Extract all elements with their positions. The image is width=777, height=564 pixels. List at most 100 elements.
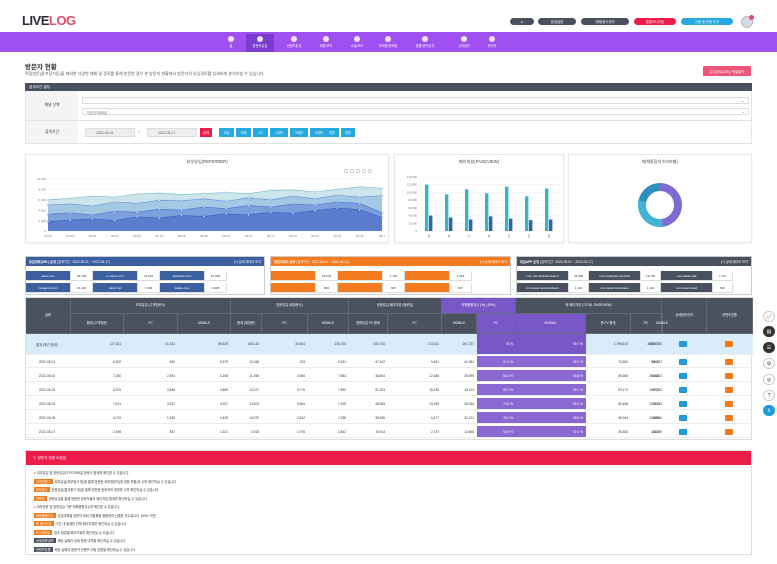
flow-icon[interactable]: [724, 386, 733, 393]
x-tick-label: 금: [508, 234, 511, 238]
nav-integrated[interactable]: 통합/관리분석: [411, 34, 439, 52]
detail-visit-button[interactable]: [662, 412, 707, 423]
detail-icon[interactable]: [679, 341, 687, 347]
linked-tools-button[interactable]: 사용 중 연동 도구: [681, 18, 733, 25]
integrated-monitoring-button[interactable]: 통합모니터링: [634, 18, 676, 25]
content-flow-button[interactable]: [707, 412, 753, 423]
list-icon[interactable]: ☰: [763, 342, 775, 353]
rank-name[interactable]: [271, 271, 316, 281]
detail-visit-button[interactable]: [662, 426, 707, 437]
detail-icon[interactable]: [679, 372, 687, 379]
quick-yesterday[interactable]: 어제: [236, 128, 251, 137]
flow-icon[interactable]: [724, 358, 733, 365]
row-value: 2,498: [113, 429, 121, 434]
quick-1week[interactable]: 1주: [253, 128, 268, 137]
chart-icon[interactable]: 📈: [763, 311, 775, 322]
detail-visit-button[interactable]: [662, 398, 707, 409]
visitor-stats-table: 날짜 외부유입 (고객방문수) 방문유입 (재방문수) 방문유입 페이지뷰 (방문뷰)…: [25, 297, 753, 440]
detail-icon[interactable]: [679, 400, 687, 407]
url-rank-header: 유입경로(URL) 순위 (검색기간 : 2022-05-01 ~ 2022-0…: [26, 257, 264, 266]
keyword-more-link[interactable]: (+) 상세 데이터 보기: [479, 260, 507, 264]
detail-icon[interactable]: [679, 428, 687, 435]
row-value: 11,888: [649, 415, 659, 420]
rank-name[interactable]: kakao.com: [160, 283, 205, 293]
avatar[interactable]: [741, 15, 754, 28]
rank-name[interactable]: com.facebook.katana: [589, 283, 641, 293]
detail-visit-button[interactable]: [662, 334, 707, 354]
row-value: 4,889: [220, 387, 228, 392]
detail-icon[interactable]: [679, 414, 687, 421]
detail-visit-button[interactable]: [662, 356, 707, 367]
rank-name[interactable]: [405, 283, 450, 293]
rank-name[interactable]: m.naver.com: [93, 271, 138, 281]
detail-icon[interactable]: [679, 386, 687, 393]
channel-select[interactable]: ⌄: [82, 97, 749, 104]
pan-icon[interactable]: [356, 168, 361, 173]
content-flow-button[interactable]: [707, 426, 753, 437]
rank-name[interactable]: [405, 271, 450, 281]
nav-support[interactable]: 고객센터: [450, 34, 478, 52]
help-icon[interactable]: ?: [763, 390, 775, 401]
nav-member[interactable]: 회원/코드: [312, 34, 340, 52]
quick-this-month[interactable]: 당월: [341, 128, 355, 137]
nav-home[interactable]: 홈: [217, 34, 245, 52]
flow-icon[interactable]: [724, 428, 733, 435]
content-flow-button[interactable]: [707, 384, 753, 395]
quick-prev-month[interactable]: 전월: [325, 128, 339, 137]
detail-visit-button[interactable]: [662, 370, 707, 381]
content-flow-button[interactable]: [707, 370, 753, 381]
zoom-in-icon[interactable]: [344, 168, 349, 173]
detail-visit-button[interactable]: [662, 384, 707, 395]
flow-icon[interactable]: [724, 414, 733, 421]
nav-social[interactable]: 소셜/코드: [343, 34, 371, 52]
content-flow-button[interactable]: [707, 398, 753, 409]
rank-name[interactable]: com.instagram.android: [589, 271, 641, 281]
rank-name[interactable]: daum.net: [93, 283, 138, 293]
menu-icon[interactable]: [368, 168, 373, 173]
sub-channel-select[interactable]: 기본(전체)채널 ⌄: [82, 108, 749, 115]
date-to-input[interactable]: 2022-05-17: [147, 128, 197, 137]
gear-icon[interactable]: ⚙: [763, 358, 775, 369]
app-logo[interactable]: LIVELOG: [22, 13, 76, 28]
flow-icon[interactable]: [724, 400, 733, 407]
quick-1month[interactable]: 1개월: [270, 128, 288, 137]
status-button[interactable]: ●: [510, 18, 534, 25]
content-flow-button[interactable]: [707, 334, 753, 354]
capture-icon[interactable]: ◎: [763, 374, 775, 385]
document-icon[interactable]: ▤: [763, 326, 775, 337]
quick-3month[interactable]: 3개월: [290, 128, 308, 137]
export-url-button[interactable]: 유입경로(URL) 엑셀출력: [703, 66, 751, 76]
nav-visitor[interactable]: 방문자유입: [246, 34, 274, 52]
rank-name[interactable]: [271, 283, 316, 293]
nav-content[interactable]: 컨텐츠분석: [280, 34, 308, 52]
nav-marketing[interactable]: 마케팅/전략법: [374, 34, 402, 52]
flow-icon[interactable]: [724, 372, 733, 379]
rank-name[interactable]: com.daum.android.daum: [517, 283, 569, 293]
settings-button[interactable]: 환경설정: [538, 18, 576, 25]
rank-name[interactable]: com.kakao.talk: [661, 271, 713, 281]
nav-admin[interactable]: 관리자: [478, 34, 506, 52]
rank-name[interactable]: [338, 283, 383, 293]
chevron-down-icon: ⌄: [741, 98, 745, 103]
y-tick-label: 40,000: [408, 214, 417, 218]
detail-icon[interactable]: [679, 358, 687, 365]
media-ad-manage-button[interactable]: 매체/광고관리: [581, 18, 629, 25]
app-more-link[interactable]: (+) 상세 데이터 보기: [720, 260, 748, 264]
date-from-input[interactable]: 2022-05-01: [85, 128, 135, 137]
rank-name[interactable]: com.nhn.android.search: [517, 271, 569, 281]
rank-name[interactable]: instagram.com: [26, 283, 71, 293]
quick-6month[interactable]: 6개월: [310, 128, 328, 137]
bar: [429, 215, 433, 231]
url-more-link[interactable]: (+) 상세 데이터 보기: [233, 260, 261, 264]
zoom-out-icon[interactable]: [350, 168, 355, 173]
search-button[interactable]: 검색: [200, 128, 212, 137]
rank-name[interactable]: facebook.com: [160, 271, 205, 281]
flow-icon[interactable]: [724, 341, 733, 347]
info-icon[interactable]: ℹ: [763, 405, 775, 416]
home-icon[interactable]: [362, 168, 367, 173]
rank-name[interactable]: com.naver.band: [661, 283, 713, 293]
rank-name[interactable]: [338, 271, 383, 281]
quick-today[interactable]: 오늘: [219, 128, 234, 137]
content-flow-button[interactable]: [707, 356, 753, 367]
rank-name[interactable]: naver.com: [26, 271, 71, 281]
